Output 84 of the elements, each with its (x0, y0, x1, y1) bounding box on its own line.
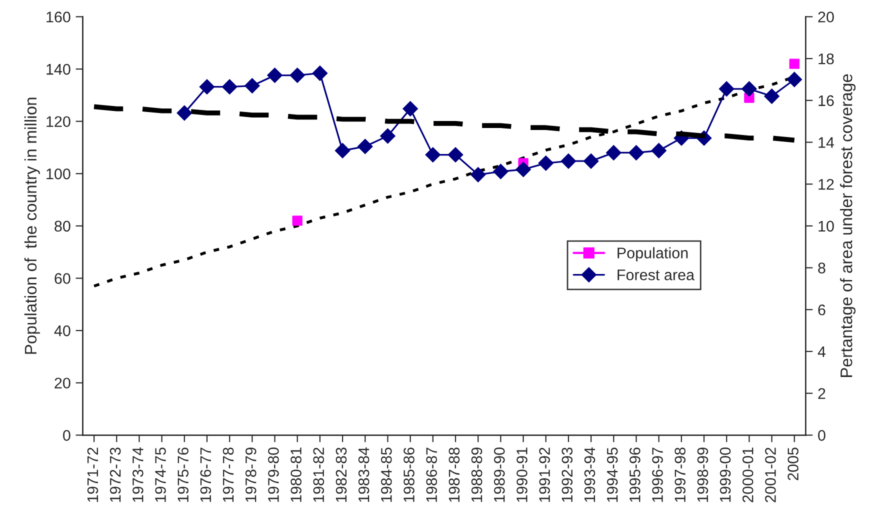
x-tick-label: 1973-74 (132, 447, 144, 502)
x-tick-label: 1974-75 (155, 448, 166, 502)
point (651, 143, 666, 158)
x-tick-label: 1976-77 (200, 448, 212, 502)
y-tick-label: 140 (46, 64, 70, 75)
y2-tick-label: 4 (818, 346, 826, 357)
point (764, 88, 780, 104)
y-tick-label: 100 (46, 168, 70, 180)
x-tick-label: 1994-95 (606, 448, 618, 502)
y2-tick-label: 6 (818, 304, 826, 316)
point (267, 68, 282, 83)
y-tick-label: 0 (63, 430, 70, 441)
x-tick-label: 1992-93 (562, 448, 573, 502)
x-tick-label: 1983-84 (358, 447, 370, 502)
point (719, 81, 734, 96)
point (516, 162, 531, 178)
y2-axis-title: Pertantage of area under forest coverage (840, 74, 856, 377)
y2-tick-label: 12 (818, 178, 834, 190)
point (538, 156, 554, 171)
x-tick-label: 1982-83 (336, 448, 347, 502)
y-tick-label: 20 (54, 378, 70, 389)
point (290, 68, 305, 83)
y-tick-label: 120 (46, 116, 70, 128)
y2-tick-label: 16 (818, 95, 834, 106)
x-tick-label: 1991-92 (539, 448, 550, 502)
point (425, 147, 440, 162)
y2-tick-label: 10 (818, 220, 834, 232)
point (244, 78, 260, 94)
y-tick-label: 160 (46, 12, 70, 22)
point (789, 58, 800, 69)
point (628, 145, 644, 160)
point (358, 138, 373, 154)
point (222, 79, 238, 94)
x-tick-label: 1996-97 (652, 448, 663, 502)
point (470, 167, 486, 182)
x-tick-label: 1986-87 (426, 448, 438, 502)
x-tick-label: 1989-90 (494, 448, 505, 502)
y-tick-label: 60 (54, 273, 70, 284)
point (402, 101, 418, 116)
x-tick-label: 1978-79 (245, 448, 256, 502)
legend-label: Population (618, 247, 688, 262)
point (199, 79, 215, 94)
x-tick-label: 1977-78 (222, 448, 234, 502)
x-tick-label: 1984-85 (381, 448, 392, 502)
legend-label: Forest area (618, 270, 695, 280)
x-tick-label: 1985-86 (404, 448, 414, 502)
point (786, 72, 802, 88)
x-tick-label: 1971-72 (87, 448, 98, 502)
y2-tick-label: 18 (818, 53, 834, 64)
point (334, 143, 350, 158)
point (493, 164, 508, 180)
point (176, 105, 192, 121)
x-tick-label: 1995-96 (630, 448, 640, 502)
y-tick-label: 80 (54, 220, 70, 232)
x-tick-label: 2001-02 (765, 448, 776, 502)
x-tick-label: 1981-82 (313, 448, 324, 502)
x-tick-label: 1990-91 (516, 448, 528, 502)
y2-tick-label: 8 (818, 262, 826, 274)
y-tick-label: 40 (54, 325, 70, 336)
x-tick-label: 1993-94 (584, 447, 596, 502)
point (606, 145, 622, 160)
point (312, 66, 328, 81)
y2-tick-label: 0 (818, 430, 826, 441)
x-tick-label: 2000-01 (742, 448, 754, 502)
point (583, 154, 599, 169)
x-tick-label: 1999-00 (720, 448, 731, 502)
y2-tick-label: 2 (818, 388, 826, 399)
y-axis-title: Population of the country in million (24, 98, 40, 354)
x-tick-label: 1987-88 (448, 448, 460, 502)
x-tick-label: 1980-81 (290, 448, 302, 502)
x-tick-label: 1998-99 (697, 448, 708, 502)
point (380, 128, 396, 144)
x-tick-label: 1997-98 (674, 448, 686, 502)
y2-tick-label: 20 (818, 12, 834, 22)
x-tick-label: 1972-73 (110, 448, 121, 502)
x-tick-label: 1975-76 (178, 448, 189, 502)
x-tick-label: 2005 (788, 448, 798, 480)
point (292, 216, 302, 226)
point (560, 154, 576, 169)
x-tick-label: 1979-80 (268, 448, 279, 502)
point (448, 147, 464, 162)
x-tick-label: 1988-89 (471, 448, 482, 502)
point (742, 81, 757, 96)
y2-tick-label: 14 (818, 137, 834, 148)
